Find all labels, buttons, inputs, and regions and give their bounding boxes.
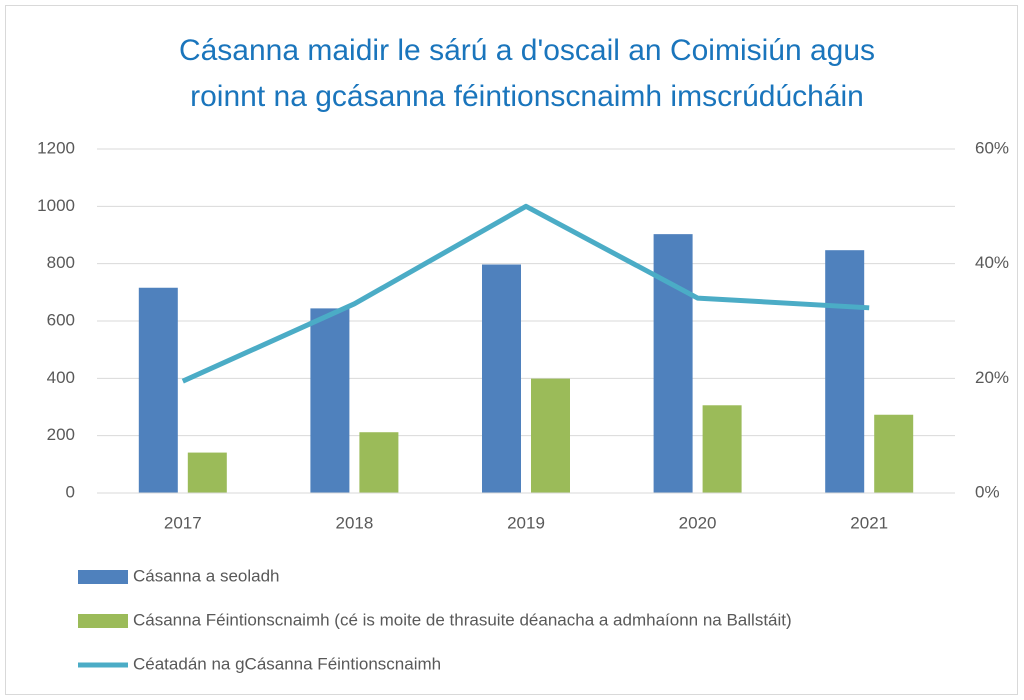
bar (310, 308, 350, 493)
y2-tick-label: 0% (975, 482, 1000, 501)
bar (874, 414, 914, 493)
bar (187, 452, 227, 493)
bar (702, 405, 742, 493)
bar (531, 378, 570, 493)
x-tick-label: 2021 (850, 513, 888, 532)
chart-title: Cásanna maidir le sárú a d'oscail an Coi… (179, 34, 875, 67)
x-tick-label: 2017 (164, 513, 202, 532)
legend-swatch (78, 570, 128, 584)
line (181, 203, 870, 384)
bar (482, 264, 521, 493)
bar (359, 432, 399, 493)
y-tick-label: 200 (47, 425, 75, 444)
y-tick-label: 1200 (37, 138, 75, 157)
x-tick-label: 2019 (507, 513, 545, 532)
legend-swatch (78, 614, 128, 628)
legend-label: Céatadán na gCásanna Féintionscnaimh (133, 654, 441, 673)
y-tick-label: 600 (47, 310, 75, 329)
y-tick-label: 800 (47, 253, 75, 272)
y-tick-label: 400 (47, 368, 75, 387)
chart-title: roinnt na gcásanna féintionscnaimh imscr… (190, 80, 864, 113)
y-tick-label: 0 (66, 482, 75, 501)
y-tick-label: 1000 (37, 196, 75, 215)
x-tick-label: 2018 (335, 513, 373, 532)
y2-tick-label: 60% (975, 138, 1009, 157)
y2-tick-label: 40% (975, 253, 1009, 272)
x-tick-label: 2020 (679, 513, 717, 532)
bar (138, 287, 178, 493)
bar (653, 234, 693, 493)
y2-tick-label: 20% (975, 368, 1009, 387)
legend-label: Cásanna a seoladh (133, 566, 280, 585)
bar (825, 250, 865, 493)
legend-label: Cásanna Féintionscnaimh (cé is moite de … (133, 610, 792, 629)
